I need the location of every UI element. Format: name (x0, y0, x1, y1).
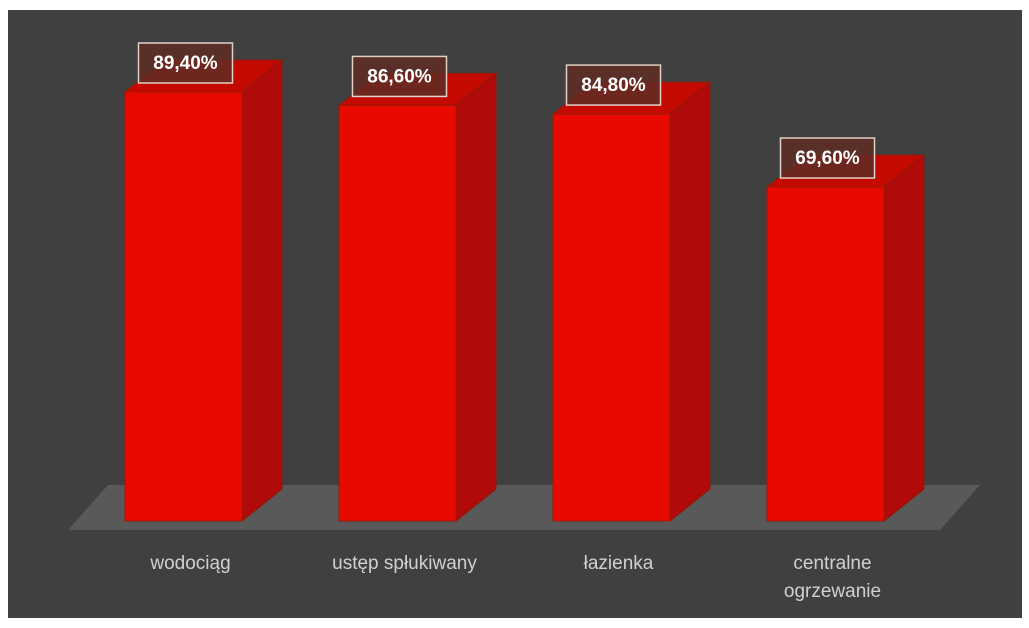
bar-side (455, 72, 497, 523)
data-label: 86,60% (367, 66, 432, 87)
bar (338, 104, 457, 522)
x-tick-label: ustęp spłukiwany (332, 553, 477, 574)
x-tick-label: łazienka (583, 553, 654, 574)
bar-side (241, 58, 283, 523)
data-label-box (137, 42, 234, 84)
data-label-box (351, 55, 448, 98)
bar-side (669, 81, 711, 523)
bar (552, 113, 671, 522)
bar (124, 91, 243, 522)
data-label: 69,60% (795, 148, 860, 169)
data-label: 84,80% (581, 75, 646, 96)
bar (766, 186, 885, 522)
data-label: 89,40% (153, 53, 218, 74)
data-label-box (565, 64, 662, 106)
bar-side (883, 153, 925, 523)
data-label-box (779, 137, 876, 179)
x-tick-label: wodociąg (150, 553, 231, 574)
floor (68, 485, 980, 530)
x-tick-label: centralne ogrzewanie (783, 553, 882, 602)
